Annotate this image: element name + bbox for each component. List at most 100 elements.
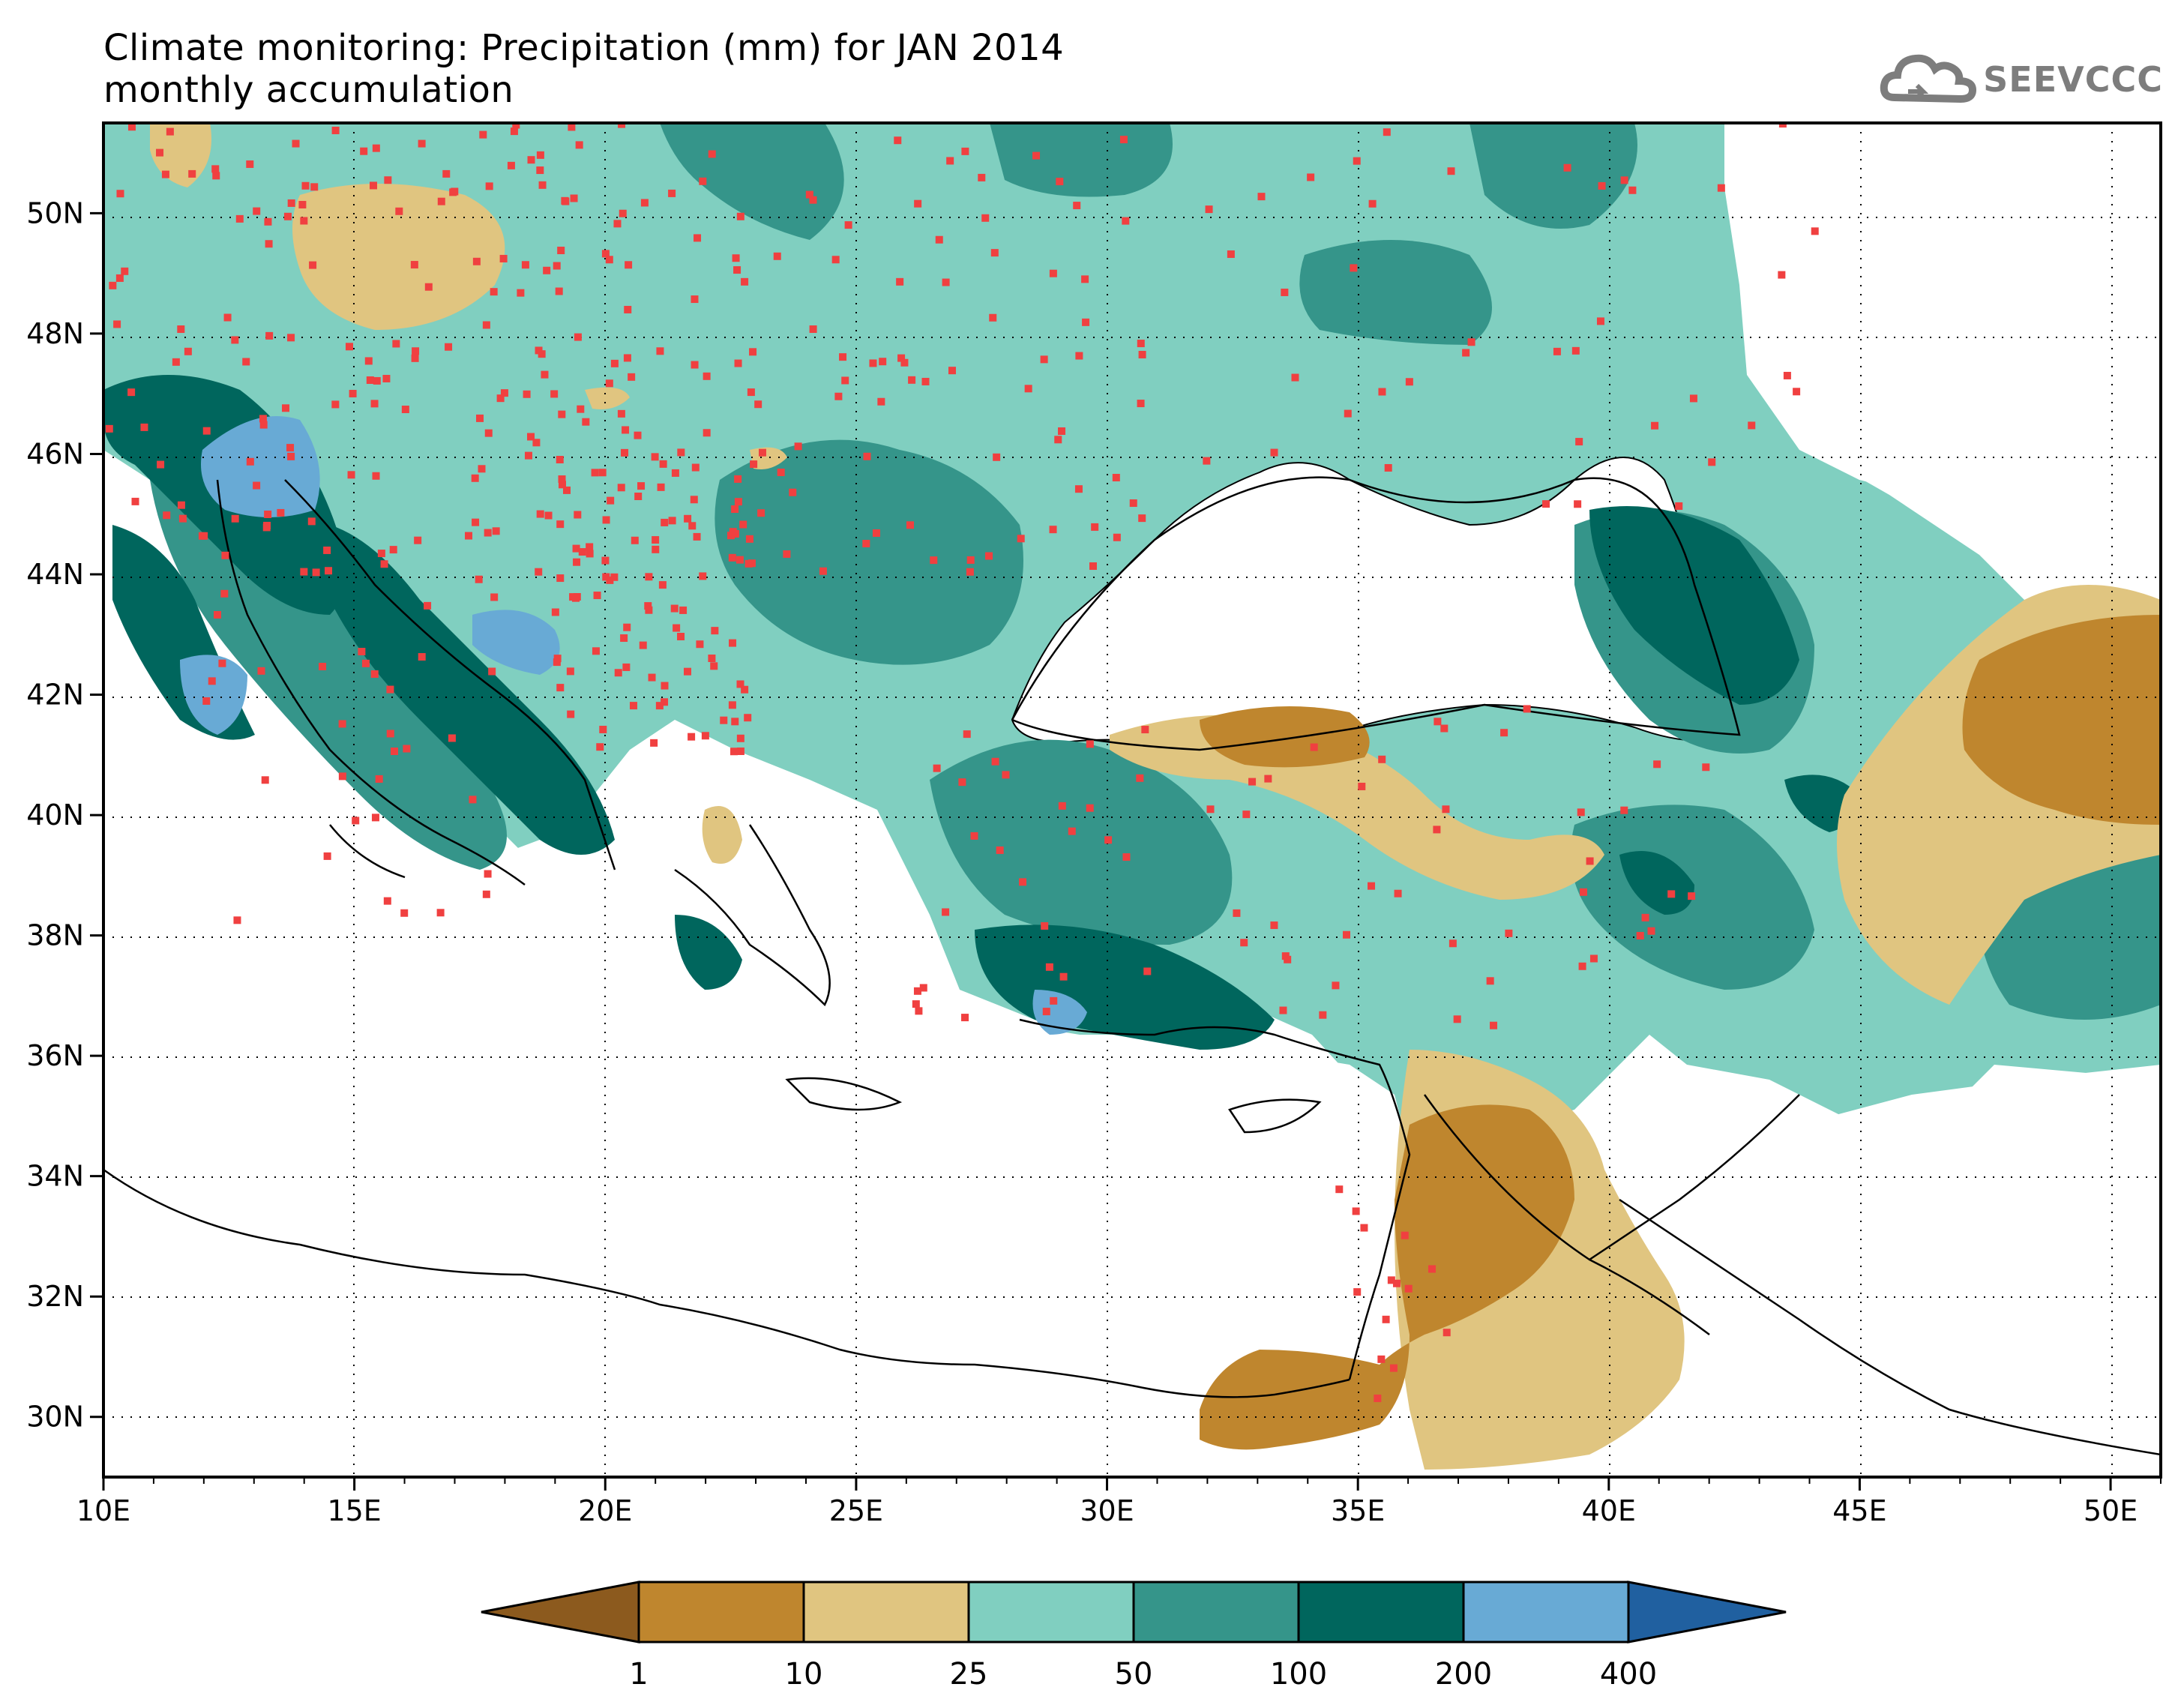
- station-marker: [661, 518, 669, 526]
- station-marker: [1486, 977, 1494, 985]
- station-marker: [436, 909, 445, 917]
- colorbar-segment: [1132, 1581, 1300, 1644]
- station-marker: [562, 197, 570, 205]
- station-marker: [220, 589, 229, 598]
- station-marker: [1058, 427, 1066, 436]
- station-marker: [214, 610, 222, 619]
- station-marker: [172, 358, 180, 366]
- station-marker: [990, 249, 999, 257]
- station-marker: [618, 123, 626, 128]
- station-marker: [553, 655, 562, 663]
- station-marker: [1628, 186, 1637, 194]
- station-marker: [383, 897, 391, 905]
- station-marker: [657, 483, 665, 491]
- station-marker: [1091, 523, 1099, 531]
- station-marker: [574, 511, 582, 519]
- station-marker: [650, 739, 658, 747]
- title-line-2: monthly accumulation: [103, 69, 514, 111]
- station-marker: [386, 685, 394, 694]
- y-tick-label: 32N: [26, 1280, 84, 1313]
- station-marker: [418, 653, 426, 661]
- station-marker: [163, 511, 171, 520]
- station-marker: [1270, 448, 1278, 457]
- station-marker: [485, 182, 493, 190]
- station-marker: [677, 633, 685, 641]
- station-marker: [1240, 939, 1248, 947]
- station-marker: [536, 151, 544, 159]
- station-marker: [1089, 562, 1097, 571]
- y-tick-label: 36N: [26, 1039, 84, 1072]
- station-marker: [1112, 474, 1120, 482]
- station-marker: [140, 423, 148, 431]
- station-marker: [734, 498, 742, 506]
- station-marker: [750, 460, 758, 469]
- station-marker: [535, 346, 543, 355]
- colorbar-label: 1: [629, 1657, 648, 1687]
- station-marker: [448, 734, 456, 742]
- station-marker: [352, 817, 360, 825]
- station-marker: [116, 190, 124, 198]
- station-marker: [946, 157, 954, 165]
- station-marker: [745, 535, 753, 543]
- station-marker: [392, 340, 400, 348]
- station-marker: [366, 376, 374, 385]
- station-marker: [1575, 438, 1583, 446]
- station-marker: [292, 139, 300, 148]
- colorbar-label: 25: [950, 1657, 988, 1687]
- station-marker: [395, 207, 403, 215]
- station-marker: [1360, 1224, 1368, 1232]
- station-marker: [389, 546, 397, 554]
- station-marker: [644, 602, 652, 610]
- station-marker: [1748, 421, 1756, 430]
- station-marker: [640, 199, 649, 207]
- station-marker: [708, 150, 716, 158]
- station-marker: [734, 475, 742, 483]
- station-marker: [978, 173, 986, 181]
- station-marker: [1449, 939, 1457, 948]
- station-marker: [414, 536, 422, 544]
- station-marker: [1389, 1364, 1398, 1372]
- station-marker: [360, 147, 368, 155]
- station-marker: [538, 181, 547, 189]
- station-marker: [319, 663, 327, 671]
- y-tick-label: 44N: [26, 558, 84, 591]
- colorbar-low-extend: [481, 1581, 640, 1644]
- station-marker: [166, 127, 174, 136]
- colorbar-segment: [802, 1581, 970, 1644]
- station-marker: [729, 639, 737, 647]
- station-marker: [325, 567, 333, 575]
- station-marker: [1203, 457, 1211, 465]
- station-marker: [913, 987, 921, 995]
- station-marker: [703, 372, 711, 380]
- station-marker: [1580, 888, 1588, 896]
- station-marker: [265, 240, 273, 248]
- station-marker: [1374, 1395, 1382, 1403]
- station-marker: [1054, 436, 1062, 444]
- station-marker: [558, 481, 566, 489]
- station-marker: [1553, 347, 1561, 355]
- station-marker: [1119, 136, 1128, 144]
- station-marker: [358, 648, 366, 656]
- station-marker: [1075, 352, 1083, 360]
- station-marker: [1042, 1008, 1050, 1016]
- station-marker: [659, 460, 667, 468]
- station-marker: [809, 325, 817, 333]
- station-marker: [541, 370, 549, 379]
- station-marker: [1332, 981, 1340, 990]
- station-marker: [558, 410, 566, 418]
- station-marker: [1086, 740, 1094, 748]
- station-marker: [1447, 167, 1455, 175]
- station-marker: [331, 400, 340, 409]
- station-marker: [773, 252, 781, 260]
- station-marker: [386, 730, 394, 738]
- station-marker: [896, 277, 904, 286]
- station-marker: [127, 388, 136, 397]
- station-marker: [113, 320, 121, 328]
- station-marker: [574, 333, 582, 341]
- station-marker: [1281, 288, 1289, 296]
- station-marker: [915, 1007, 923, 1015]
- station-marker: [338, 772, 346, 781]
- station-marker: [373, 376, 381, 385]
- station-marker: [482, 890, 490, 898]
- station-marker: [877, 397, 885, 406]
